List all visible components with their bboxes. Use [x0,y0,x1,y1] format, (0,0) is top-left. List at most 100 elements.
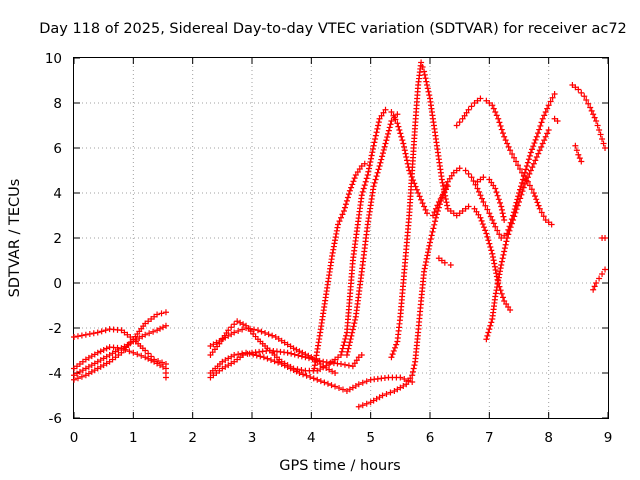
data-point [421,203,428,210]
data-point [489,250,496,257]
data-point [402,150,409,157]
x-tick-label: 4 [307,430,316,446]
data-point [507,224,514,231]
x-tick-label: 2 [188,430,197,446]
data-point [505,143,512,150]
data-point [142,331,149,338]
data-point [134,351,141,358]
data-point [456,119,463,126]
data-point [526,170,533,177]
data-point [396,127,403,133]
data-point [501,248,508,255]
data-point [441,259,448,266]
data-point [410,365,417,372]
data-point [401,376,408,382]
data-point [375,166,382,173]
data-point [487,213,494,220]
y-tick-label: -6 [49,411,62,427]
chart-title: Day 118 of 2025, Sidereal Day-to-day VTE… [39,21,627,37]
data-point [399,137,406,144]
data-point [398,133,405,140]
data-point [71,334,77,340]
data-point [314,376,321,383]
data-point [530,160,537,167]
data-point [597,131,604,138]
data-point [321,379,328,386]
data-point [498,206,505,213]
data-point [491,260,498,267]
data-point [100,346,107,353]
data-point [485,237,492,244]
data-point [400,140,407,147]
data-point [291,351,298,358]
data-point [345,345,352,352]
data-point [500,251,507,258]
data-point [484,206,491,213]
data-point [465,203,472,210]
data-point [485,329,492,336]
data-point [422,75,429,82]
data-point [520,184,527,191]
data-point [523,177,530,184]
data-point [358,352,365,358]
data-point [593,280,600,286]
data-point [370,183,377,190]
data-point [421,68,428,75]
data-point [536,126,543,133]
data-point [388,354,395,361]
data-point [378,156,385,163]
y-tick-label: 6 [53,141,62,157]
data-point [389,351,396,358]
data-point [486,210,493,217]
data-point [480,174,487,181]
data-point [275,359,282,366]
data-point [596,127,603,133]
data-point [328,382,335,389]
data-point [492,185,499,192]
data-point [530,190,537,196]
series-sat-track-7 [207,349,416,394]
data-point [359,379,366,386]
data-point [593,118,600,124]
data-point [468,174,475,181]
data-point [94,329,101,336]
data-point [602,145,609,151]
data-point [545,102,552,109]
data-point [578,89,585,96]
data-point [375,119,382,126]
data-point [418,196,425,203]
y-tick-label: 4 [53,186,62,202]
data-point [537,122,544,129]
data-point [363,400,370,407]
data-point [394,120,401,127]
data-point [372,176,379,183]
data-point [441,189,448,196]
data-point [348,332,355,339]
plot-frame [73,57,609,419]
data-point [427,235,434,242]
data-point [602,235,609,241]
data-point [368,152,375,159]
y-axis-label: SDTVAR / TECUs [7,179,23,298]
data-point [490,220,497,227]
data-point [572,142,579,149]
data-point [231,321,238,328]
data-point [346,342,353,349]
data-point [98,328,105,335]
data-point [401,147,408,154]
data-point [483,336,490,343]
data-point [371,179,378,186]
data-point [477,95,484,102]
data-point [482,202,489,209]
data-point [423,259,430,265]
data-point [551,91,558,97]
data-point [591,114,598,121]
data-point [388,118,395,124]
data-point [531,140,538,147]
data-point [587,104,594,111]
data-point [483,230,490,237]
data-point [482,227,489,234]
x-tick-label: 8 [544,430,553,446]
data-point [495,196,502,203]
data-point [343,352,350,358]
